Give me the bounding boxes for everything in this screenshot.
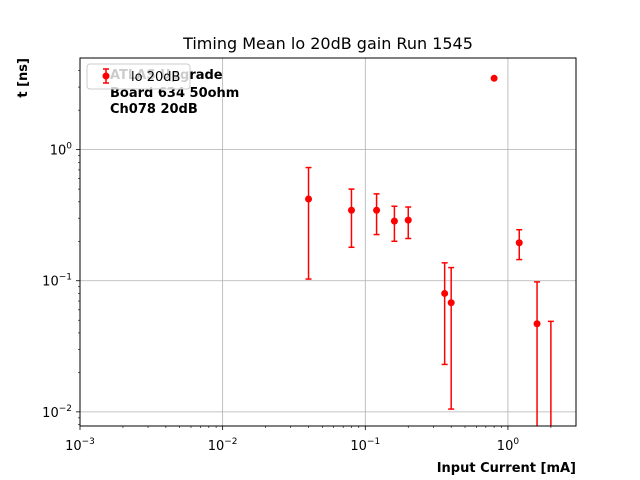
data-point: [441, 289, 449, 297]
data-point: [404, 216, 412, 224]
data-point: [373, 206, 381, 214]
legend-box: [86, 63, 191, 90]
data-point: [533, 320, 541, 328]
annotation-line-3: Ch078 20dB: [110, 102, 198, 117]
x-tick-label: 10−2: [208, 437, 238, 454]
x-tick-label: 10−1: [350, 437, 380, 454]
annotation-line-2: Board 634 50ohm: [110, 86, 239, 101]
chart-title: Timing Mean lo 20dB gain Run 1545: [182, 34, 473, 53]
y-axis-title: t [ns]: [16, 58, 31, 98]
data-point: [347, 206, 355, 214]
x-axis-title: Input Current [mA]: [437, 461, 576, 476]
plot-frame: [79, 57, 577, 427]
axis-ticks: 10−3 10−2 10−1 100 10−2 10−1 100: [42, 70, 552, 454]
legend: lo 20dB: [86, 63, 191, 90]
y-tick-label: 10−1: [42, 273, 72, 290]
x-tick-label: 10−3: [65, 437, 95, 454]
y-tick-label: 100: [50, 142, 73, 159]
data-point: [515, 239, 523, 247]
y-tick-label: 10−2: [42, 404, 72, 421]
legend-marker: [102, 72, 110, 80]
data-point: [305, 195, 313, 203]
grid: [80, 58, 576, 426]
x-tick-label: 100: [497, 437, 520, 454]
data-point: [490, 74, 498, 82]
data-point: [390, 217, 398, 225]
legend-label: lo 20dB: [131, 70, 180, 85]
data-marks: [305, 74, 554, 426]
data-point: [447, 299, 455, 307]
